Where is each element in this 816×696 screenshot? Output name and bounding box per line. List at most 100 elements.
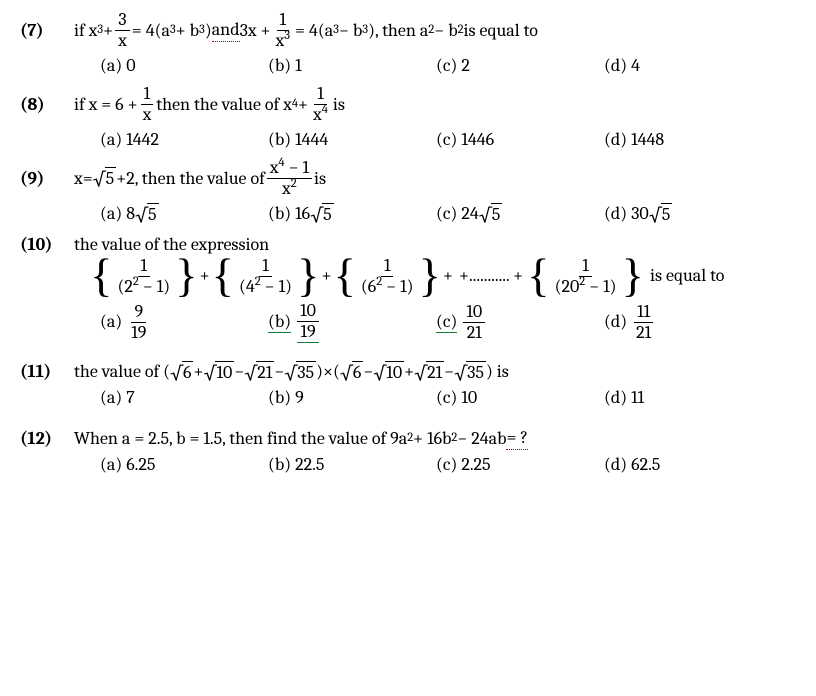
option-c: (c)24√5: [436, 203, 604, 226]
label: (d): [604, 55, 627, 77]
text: if x: [74, 20, 97, 42]
num: 11: [634, 302, 653, 323]
q9-expr: x= √5 +2, then the value of x4 − 1 x2 is: [74, 158, 326, 199]
sqrt: √5: [93, 167, 117, 190]
fraction: 1019: [297, 301, 319, 343]
label: (d): [604, 311, 627, 333]
coef: 24: [461, 203, 478, 225]
q11-expr: the value of ( √6+ √10− √21− √35 )×( √6−…: [74, 361, 509, 384]
option-b: (b)1019: [268, 301, 436, 343]
den: x2: [279, 179, 300, 199]
brace-left-icon: {: [527, 255, 549, 297]
option-c: (c)10: [436, 387, 604, 409]
num: 1: [277, 10, 290, 31]
option-a: (a)7: [100, 387, 268, 409]
q9-stem: (9) x= √5 +2, then the value of x4 − 1 x…: [20, 158, 796, 199]
text: x: [276, 30, 285, 51]
coef: 16: [295, 203, 310, 225]
label: (a): [100, 387, 122, 409]
fraction: 1021: [463, 302, 485, 343]
arg: 6: [182, 361, 193, 384]
option-b: (b)1: [268, 55, 436, 77]
sqrt: √6: [340, 361, 363, 384]
arg: 35: [296, 361, 316, 384]
arg: 10: [385, 361, 404, 384]
arg: 35: [466, 361, 486, 384]
text: When a = 2.5, b = 1.5, then find the val…: [74, 428, 407, 450]
arg: 5: [491, 203, 503, 226]
label: (b): [268, 55, 291, 77]
fraction: x4 − 1 x2: [267, 158, 312, 199]
q10-options: (a)919 (b)1019 (c)1021 (d)1121: [20, 301, 796, 343]
q8-options: (a)1442 (b)1444 (c)1446 (d)1448: [20, 129, 796, 151]
dots: +........... +: [459, 265, 523, 287]
text: ): [205, 20, 212, 42]
label: (b): [268, 454, 291, 476]
sqrt: √21: [244, 361, 274, 384]
sqrt: √5: [479, 203, 503, 226]
sqrt: √6: [170, 361, 193, 384]
text: x: [282, 178, 291, 199]
question-7: (7) if x3 + 3x = 4(a3 + b3 ) and 3x + 1x…: [20, 10, 796, 76]
den: 19: [128, 323, 149, 343]
option-b: (b)16√5: [268, 203, 436, 226]
value: 1444: [295, 129, 328, 151]
value: 0: [126, 55, 135, 77]
arg: 5: [322, 203, 334, 226]
den: 21: [633, 323, 654, 343]
value: 9: [295, 387, 304, 409]
den: (202 − 1): [552, 277, 620, 297]
sqrt: √35: [284, 361, 316, 384]
op: +: [404, 361, 414, 383]
text: is: [333, 94, 345, 116]
sqrt: √5: [135, 203, 159, 226]
arg: 10: [215, 361, 234, 384]
coef: 30: [631, 203, 649, 225]
option-c: (c)2.25: [436, 454, 604, 476]
arg: 5: [105, 167, 117, 190]
arg: 21: [256, 361, 274, 384]
label: (d): [604, 129, 627, 151]
q12-options: (a)6.25 (b)22.5 (c)2.25 (d)62.5: [20, 454, 796, 476]
q11-num: (11): [20, 361, 74, 383]
den: x3: [273, 31, 294, 51]
value: 11: [631, 387, 644, 409]
label: (a): [100, 129, 122, 151]
num: 1: [141, 84, 154, 105]
q9-options: (a)8√5 (b)16√5 (c)24√5 (d)30√5: [20, 203, 796, 226]
label: (b): [268, 129, 291, 151]
question-12: (12) When a = 2.5, b = 1.5, then find th…: [20, 427, 796, 475]
q7-expr: if x3 + 3x = 4(a3 + b3 ) and 3x + 1x3 = …: [74, 10, 538, 51]
value: 4: [631, 55, 640, 77]
exp: 2: [291, 177, 297, 191]
text: + 16b: [413, 428, 451, 450]
option-d: (d)62.5: [604, 454, 772, 476]
arg: 5: [147, 203, 159, 226]
num: 10: [297, 301, 319, 322]
op: −: [234, 361, 244, 383]
sqrt: √5: [649, 203, 673, 226]
option-a: (a)6.25: [100, 454, 268, 476]
den: x4: [310, 105, 331, 125]
q8-expr: if x = 6 + 1x then the value of x4 + 1x4…: [74, 84, 345, 125]
text: − 1): [585, 276, 616, 297]
text: − b: [339, 20, 362, 42]
sqrt: √35: [454, 361, 486, 384]
text: 3x +: [240, 20, 271, 42]
underlined-and: and: [212, 19, 240, 42]
text: − 24ab: [457, 428, 506, 450]
text: )×(: [316, 361, 340, 383]
option-c: (c)1446: [436, 129, 604, 151]
sqrt: √10: [203, 361, 234, 384]
question-11: (11) the value of ( √6+ √10− √21− √35 )×…: [20, 361, 796, 409]
option-c: (c)2: [436, 55, 604, 77]
option-b: (b)9: [268, 387, 436, 409]
value: 6.25: [126, 454, 155, 476]
text: is equal to: [464, 20, 538, 42]
q10-num: (10): [20, 234, 74, 256]
option-d: (d) 1121: [604, 302, 772, 343]
label: (c): [436, 311, 457, 334]
den: x: [140, 105, 155, 125]
sqrt: √21: [414, 361, 444, 384]
option-c: (c) 1021: [436, 302, 604, 343]
